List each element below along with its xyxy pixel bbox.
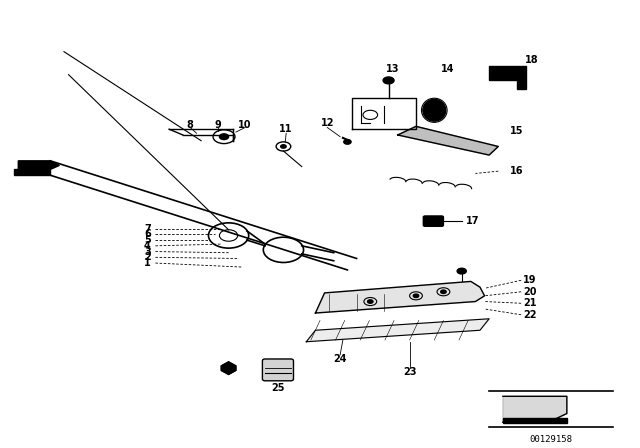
Polygon shape bbox=[503, 396, 567, 422]
Circle shape bbox=[367, 300, 373, 303]
FancyBboxPatch shape bbox=[262, 359, 294, 381]
Ellipse shape bbox=[423, 99, 445, 121]
Text: 15: 15 bbox=[510, 126, 524, 136]
Circle shape bbox=[281, 145, 286, 148]
Text: 11: 11 bbox=[280, 124, 293, 134]
Circle shape bbox=[457, 268, 467, 274]
Text: 6: 6 bbox=[144, 229, 151, 239]
Text: 21: 21 bbox=[523, 298, 536, 308]
Text: 2: 2 bbox=[144, 252, 151, 263]
Polygon shape bbox=[19, 161, 60, 169]
Circle shape bbox=[344, 140, 351, 144]
Text: 23: 23 bbox=[403, 367, 417, 377]
Polygon shape bbox=[221, 362, 236, 375]
Polygon shape bbox=[316, 281, 484, 313]
Polygon shape bbox=[13, 169, 51, 175]
Text: 9: 9 bbox=[214, 120, 221, 130]
Circle shape bbox=[383, 77, 394, 84]
Polygon shape bbox=[397, 126, 499, 155]
Text: 17: 17 bbox=[467, 216, 480, 226]
Text: 5: 5 bbox=[144, 235, 151, 245]
Text: 1: 1 bbox=[144, 258, 151, 268]
Polygon shape bbox=[307, 319, 489, 342]
Text: 20: 20 bbox=[523, 287, 536, 297]
Circle shape bbox=[220, 134, 228, 140]
Circle shape bbox=[441, 290, 446, 293]
Text: 14: 14 bbox=[441, 64, 455, 74]
Text: 18: 18 bbox=[525, 55, 539, 65]
Text: 4: 4 bbox=[144, 241, 151, 251]
Text: 3: 3 bbox=[144, 246, 151, 257]
Polygon shape bbox=[489, 66, 525, 89]
FancyBboxPatch shape bbox=[503, 418, 567, 423]
Text: 13: 13 bbox=[387, 64, 400, 74]
Text: 8: 8 bbox=[187, 120, 194, 130]
Text: 00129158: 00129158 bbox=[530, 435, 573, 444]
Text: 10: 10 bbox=[238, 120, 252, 130]
Text: 22: 22 bbox=[523, 310, 536, 320]
Text: 12: 12 bbox=[321, 118, 334, 129]
Text: 7: 7 bbox=[144, 224, 151, 233]
Text: 25: 25 bbox=[271, 383, 285, 393]
Text: 16: 16 bbox=[510, 166, 524, 176]
Text: 19: 19 bbox=[523, 275, 536, 285]
FancyBboxPatch shape bbox=[423, 216, 444, 226]
Text: 24: 24 bbox=[333, 354, 347, 364]
Circle shape bbox=[413, 294, 419, 297]
